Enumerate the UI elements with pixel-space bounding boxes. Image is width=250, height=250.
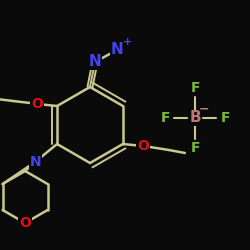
Text: F: F (190, 81, 200, 95)
Text: F: F (190, 141, 200, 155)
Text: −: − (199, 102, 209, 116)
Text: O: O (31, 97, 43, 111)
Text: F: F (220, 111, 230, 125)
Text: F: F (160, 111, 170, 125)
Text: O: O (137, 139, 149, 153)
Text: N: N (110, 42, 124, 58)
Text: +: + (122, 37, 132, 47)
Text: N: N (88, 54, 102, 70)
Text: O: O (19, 216, 31, 230)
Text: B: B (189, 110, 201, 126)
Text: N: N (29, 155, 41, 169)
